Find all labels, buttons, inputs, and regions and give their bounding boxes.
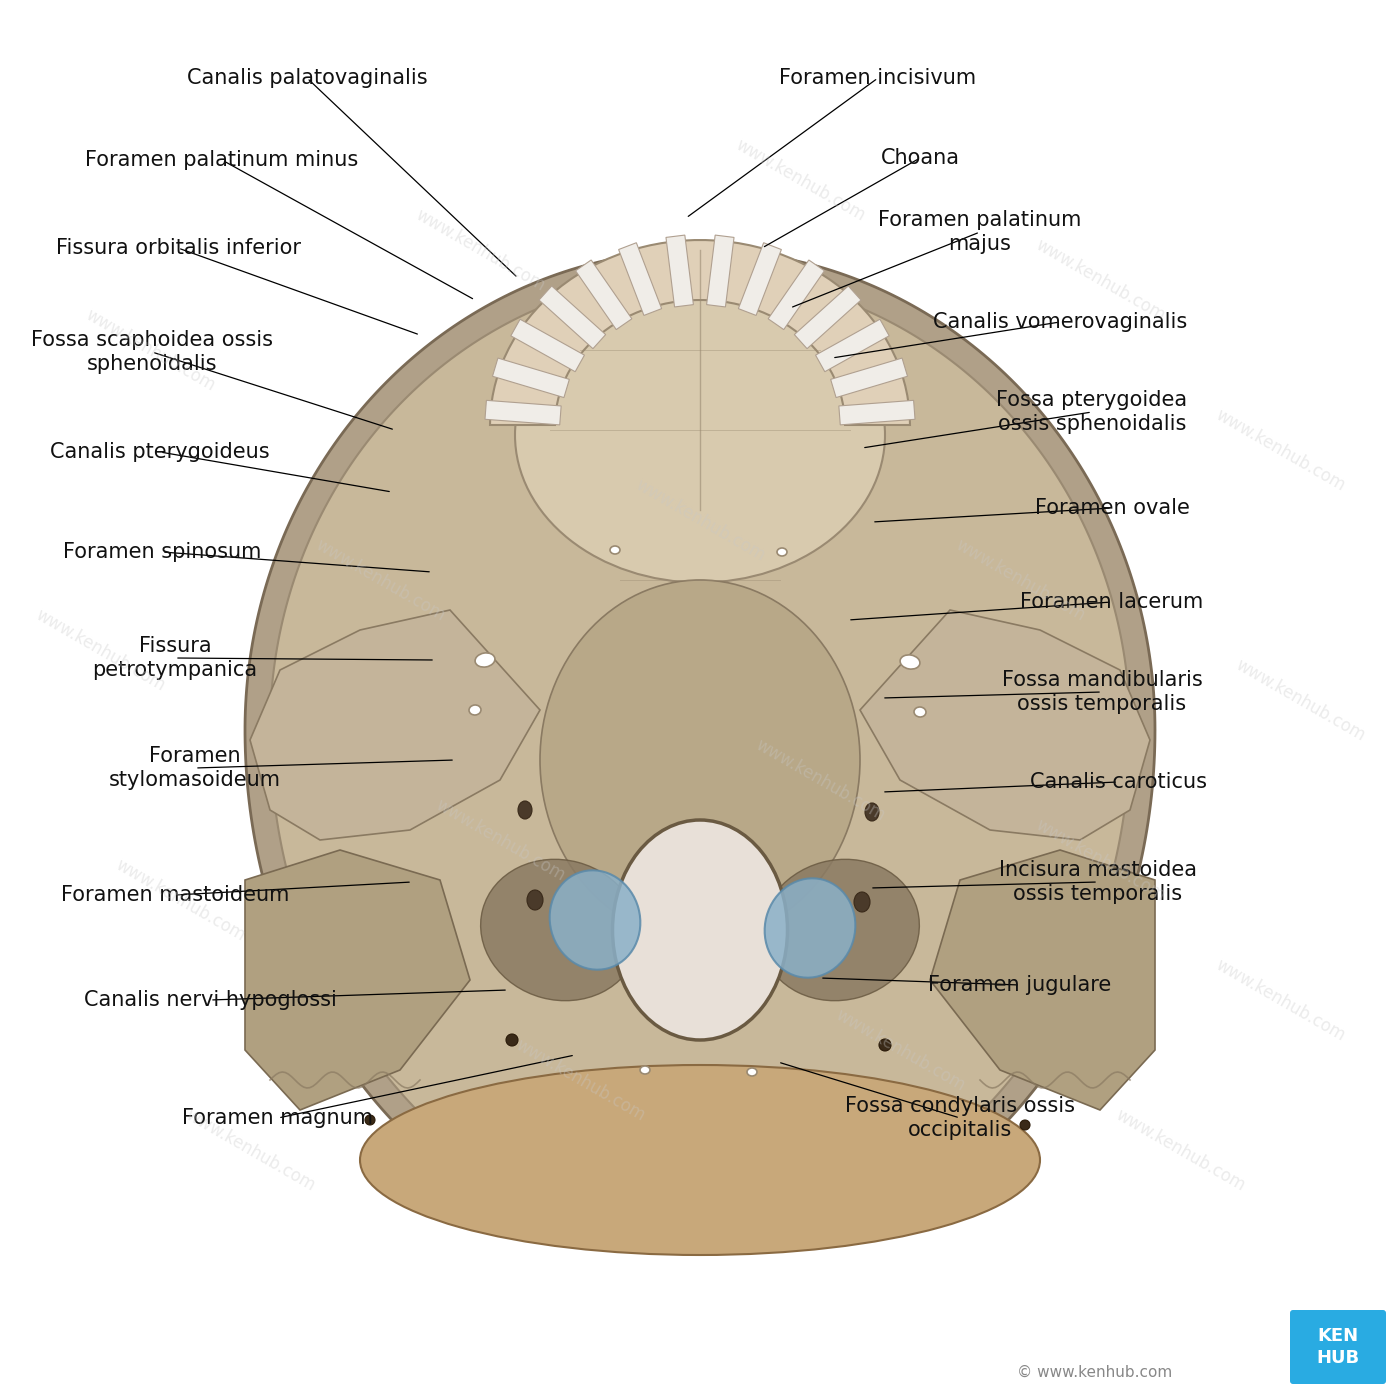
Polygon shape — [860, 610, 1149, 840]
Text: Foramen magnum: Foramen magnum — [182, 1107, 374, 1128]
Polygon shape — [493, 358, 570, 398]
Text: Foramen ovale: Foramen ovale — [1035, 498, 1190, 518]
Ellipse shape — [854, 892, 869, 911]
Text: www.kenhub.com: www.kenhub.com — [433, 795, 568, 885]
Text: www.kenhub.com: www.kenhub.com — [752, 735, 888, 825]
Text: Fossa scaphoidea ossis
sphenoidalis: Fossa scaphoidea ossis sphenoidalis — [31, 330, 273, 374]
Text: Canalis caroticus: Canalis caroticus — [1029, 771, 1207, 792]
Ellipse shape — [518, 801, 532, 819]
Ellipse shape — [777, 547, 787, 556]
Text: www.kenhub.com: www.kenhub.com — [952, 536, 1088, 624]
Text: www.kenhub.com: www.kenhub.com — [1032, 816, 1168, 904]
Polygon shape — [511, 319, 584, 372]
Polygon shape — [794, 286, 861, 349]
Text: Foramen jugulare: Foramen jugulare — [928, 974, 1112, 995]
Polygon shape — [619, 242, 662, 315]
Polygon shape — [707, 235, 734, 307]
Text: Canalis palatovaginalis: Canalis palatovaginalis — [186, 69, 427, 88]
Ellipse shape — [879, 1039, 890, 1051]
Polygon shape — [245, 251, 1155, 1232]
Text: www.kenhub.com: www.kenhub.com — [83, 305, 218, 395]
Text: Fissura
petrotympanica: Fissura petrotympanica — [92, 637, 258, 679]
Ellipse shape — [748, 1068, 757, 1077]
Text: Foramen palatinum minus: Foramen palatinum minus — [85, 150, 358, 169]
Ellipse shape — [610, 546, 620, 554]
Text: Foramen lacerum: Foramen lacerum — [1021, 592, 1204, 612]
Ellipse shape — [526, 890, 543, 910]
Polygon shape — [539, 286, 606, 349]
Text: www.kenhub.com: www.kenhub.com — [1232, 655, 1368, 745]
Text: Fossa pterygoidea
ossis sphenoidalis: Fossa pterygoidea ossis sphenoidalis — [997, 391, 1187, 434]
Text: www.kenhub.com: www.kenhub.com — [32, 606, 168, 694]
Ellipse shape — [613, 820, 787, 1040]
Ellipse shape — [900, 655, 920, 669]
Polygon shape — [666, 235, 693, 307]
Ellipse shape — [505, 1035, 518, 1046]
Text: www.kenhub.com: www.kenhub.com — [512, 1036, 648, 1124]
Text: Canalis pterygoideus: Canalis pterygoideus — [50, 442, 270, 462]
Text: Fissura orbitalis inferior: Fissura orbitalis inferior — [56, 238, 301, 258]
Text: Canalis nervi hypoglossi: Canalis nervi hypoglossi — [84, 990, 336, 1009]
Text: Fossa mandibularis
ossis temporalis: Fossa mandibularis ossis temporalis — [1001, 671, 1203, 714]
Ellipse shape — [764, 878, 855, 977]
Ellipse shape — [760, 860, 920, 1001]
Text: www.kenhub.com: www.kenhub.com — [412, 206, 547, 294]
Text: Foramen spinosum: Foramen spinosum — [63, 542, 262, 561]
Text: www.kenhub.com: www.kenhub.com — [832, 1005, 967, 1095]
Polygon shape — [738, 242, 781, 315]
Ellipse shape — [865, 804, 879, 820]
Text: Foramen incisivum: Foramen incisivum — [780, 69, 977, 88]
Polygon shape — [251, 610, 540, 840]
Polygon shape — [270, 274, 1130, 1207]
Text: Foramen mastoideum: Foramen mastoideum — [60, 885, 290, 904]
Ellipse shape — [360, 1065, 1040, 1254]
Text: Canalis vomerovaginalis: Canalis vomerovaginalis — [932, 312, 1187, 332]
Ellipse shape — [469, 706, 482, 715]
Text: www.kenhub.com: www.kenhub.com — [1112, 1106, 1247, 1194]
Polygon shape — [816, 319, 889, 372]
Ellipse shape — [365, 1114, 375, 1126]
Text: www.kenhub.com: www.kenhub.com — [631, 476, 769, 564]
Text: www.kenhub.com: www.kenhub.com — [112, 855, 248, 945]
Polygon shape — [575, 260, 631, 329]
Text: www.kenhub.com: www.kenhub.com — [312, 536, 448, 624]
Polygon shape — [930, 850, 1155, 1110]
Ellipse shape — [550, 871, 640, 970]
Text: www.kenhub.com: www.kenhub.com — [1212, 406, 1348, 494]
FancyBboxPatch shape — [1289, 1310, 1386, 1385]
Ellipse shape — [480, 860, 640, 1001]
Text: Choana: Choana — [881, 148, 959, 168]
Ellipse shape — [475, 652, 496, 668]
Text: www.kenhub.com: www.kenhub.com — [732, 136, 868, 224]
Polygon shape — [830, 358, 907, 398]
Text: www.kenhub.com: www.kenhub.com — [1032, 235, 1168, 325]
Text: Foramen
stylomasoideum: Foramen stylomasoideum — [109, 746, 281, 790]
Text: Incisura mastoidea
ossis temporalis: Incisura mastoidea ossis temporalis — [1000, 861, 1197, 903]
Text: Foramen palatinum
majus: Foramen palatinum majus — [878, 210, 1082, 253]
Text: www.kenhub.com: www.kenhub.com — [1212, 956, 1348, 1044]
Text: KEN
HUB: KEN HUB — [1316, 1327, 1359, 1366]
Ellipse shape — [1021, 1120, 1030, 1130]
Ellipse shape — [640, 1065, 650, 1074]
Polygon shape — [769, 260, 825, 329]
Polygon shape — [484, 400, 561, 424]
Ellipse shape — [540, 580, 860, 939]
Ellipse shape — [914, 707, 925, 717]
Ellipse shape — [515, 287, 885, 582]
Polygon shape — [490, 239, 910, 426]
Text: Fossa condylaris ossis
occipitalis: Fossa condylaris ossis occipitalis — [846, 1096, 1075, 1140]
Polygon shape — [839, 400, 916, 424]
Polygon shape — [245, 850, 470, 1110]
Text: © www.kenhub.com: © www.kenhub.com — [1018, 1365, 1173, 1379]
Text: www.kenhub.com: www.kenhub.com — [182, 1106, 318, 1194]
